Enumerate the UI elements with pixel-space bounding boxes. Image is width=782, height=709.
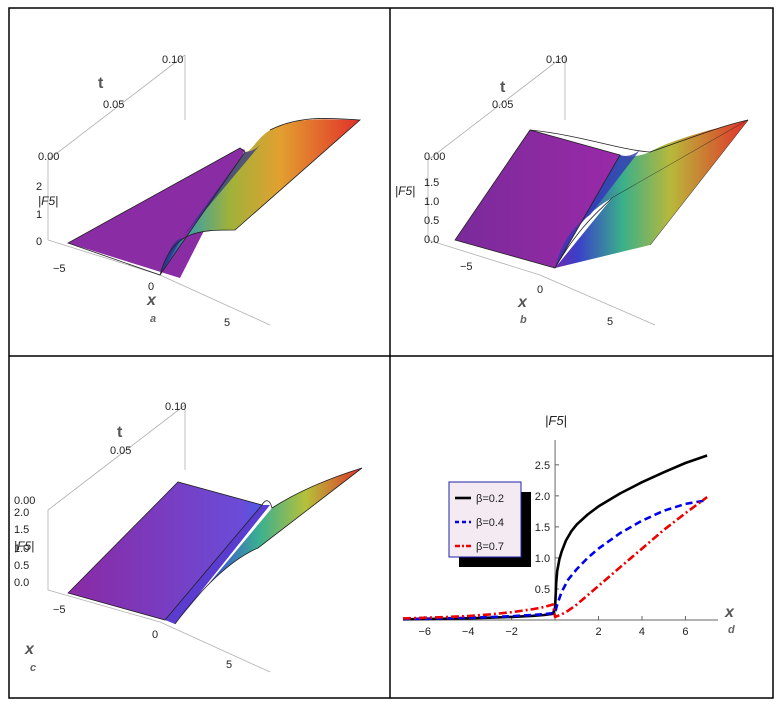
panel-d-y-axis-label: |F5| [545, 413, 567, 428]
panel-c-t-tick: 0.05 [110, 445, 131, 457]
panel-b-flat-surface [455, 130, 620, 268]
panel-c-z-tick: 1.5 [14, 524, 29, 536]
panel-a-t-tick: 0.05 [103, 99, 124, 111]
panel-a-z-axis-label: |F5| [38, 194, 58, 208]
panel-c-z-tick: 0.0 [14, 577, 29, 589]
panel-d-series-group [402, 454, 708, 621]
panel-d-x-tick-label: −6 [418, 626, 431, 638]
panel-d-x-tick-label: 4 [639, 626, 645, 638]
panel-d-legend-box [448, 481, 522, 558]
panel-d-y-tick-label: 2.0 [535, 491, 550, 503]
panel-d-y-tick-label: 2.5 [535, 460, 550, 472]
panel-b-x-axis-label: x [517, 294, 528, 311]
panel-d-y-tick-label: 1.0 [535, 553, 550, 565]
panel-d-x-tick-label: −2 [505, 626, 518, 638]
panel-c-x-tick: −5 [53, 604, 66, 616]
panel-b-z-tick: 0.5 [424, 215, 439, 227]
panel-d-line-chart: −6 −4 −2 2 4 6 0.5 1.0 1.5 2.0 2.5 β=0.2 β=0.4 β=0.7… [402, 413, 735, 638]
panel-a-t-tick: 0.00 [38, 151, 59, 163]
panel-c-z-tick: 0.5 [14, 560, 29, 572]
panel-b: x b t |F5| −5 0 5 0.00 0.05 0.10 0.0 0.5… [395, 54, 749, 328]
panel-d-legend-label-3: β=0.7 [476, 541, 504, 553]
panel-c-x-axis-label: x [24, 641, 35, 658]
panel-c-box [47, 404, 271, 673]
panel-a-flat-surface [68, 148, 245, 278]
panel-d-x-tick-label: 6 [682, 626, 688, 638]
panel-d-x-axis-label: x [724, 604, 735, 621]
panel-a: x a t |F5| −5 0 5 0.00 0.05 0.10 0 1 2 [36, 54, 361, 329]
panel-d-legend-label-1: β=0.2 [476, 493, 504, 505]
panel-d-series-line-2 [402, 498, 708, 621]
panel-b-x-tick: 5 [607, 316, 613, 328]
panel-d-x-tick-label: 2 [595, 626, 601, 638]
panel-b-t-tick: 0.05 [492, 99, 513, 111]
panel-a-t-axis-label: t [98, 75, 104, 92]
panel-b-z-axis-label: |F5| [395, 184, 415, 198]
panel-d-series-line-3 [402, 496, 708, 620]
panel-c: x c t |F5| −5 0 5 0.00 0.05 0.10 0.0 0.5… [14, 401, 363, 674]
panel-a-t-tick: 0.10 [162, 54, 183, 66]
panel-c-t-tick: 0.00 [14, 495, 35, 507]
panel-c-x-tick: 5 [226, 659, 232, 671]
panel-c-z-tick: 2.0 [14, 507, 29, 519]
panel-b-t-axis-label: t [500, 79, 506, 96]
panel-d-caption: d [728, 624, 735, 636]
panel-c-z-tick: 1.0 [14, 543, 29, 555]
panel-b-t-tick: 0.00 [424, 151, 445, 163]
panel-a-x-tick: 0 [148, 281, 154, 293]
panel-d-y-tick-label: 0.5 [535, 584, 550, 596]
panel-b-z-tick: 1.5 [424, 177, 439, 189]
panel-a-x-tick: 5 [224, 317, 230, 329]
panel-d-axes: −6 −4 −2 2 4 6 0.5 1.0 1.5 2.0 2.5 [403, 440, 718, 638]
panel-c-z-axis-label: |F5| [14, 539, 34, 553]
panel-d-y-tick-label: 1.5 [535, 522, 550, 534]
panel-b-x-tick: 0 [537, 284, 543, 296]
panel-b-x-tick: −5 [460, 261, 473, 273]
panel-a-z-tick: 1 [36, 209, 42, 221]
panel-b-caption: b [520, 314, 527, 326]
panel-d-legend: β=0.2 β=0.4 β=0.7 [448, 481, 531, 567]
panel-c-t-axis-label: t [117, 424, 123, 441]
panel-a-box [47, 54, 271, 326]
panel-d-x-tick-label: −4 [462, 626, 475, 638]
panel-a-z-tick: 2 [36, 181, 42, 193]
panel-b-z-tick: 1.0 [424, 196, 439, 208]
panel-a-rising-surface [160, 119, 360, 275]
panel-c-spike-ridge [165, 505, 270, 624]
panel-a-z-tick: 0 [36, 236, 42, 248]
panel-c-t-tick: 0.10 [165, 401, 186, 413]
panel-c-caption: c [30, 662, 36, 674]
panel-c-x-tick: 0 [152, 629, 158, 641]
panel-b-front-face [555, 120, 748, 268]
panel-b-z-tick: 0.0 [424, 234, 439, 246]
panel-a-caption: a [150, 313, 156, 325]
panel-d-legend-label-2: β=0.4 [476, 517, 504, 529]
panel-b-box [427, 54, 656, 326]
panel-a-x-axis-label: x [146, 292, 157, 309]
panel-a-x-tick: −5 [53, 263, 66, 275]
panel-c-flat-surface [68, 482, 262, 620]
panel-b-t-tick: 0.10 [546, 54, 567, 66]
figure-frame [8, 7, 774, 699]
